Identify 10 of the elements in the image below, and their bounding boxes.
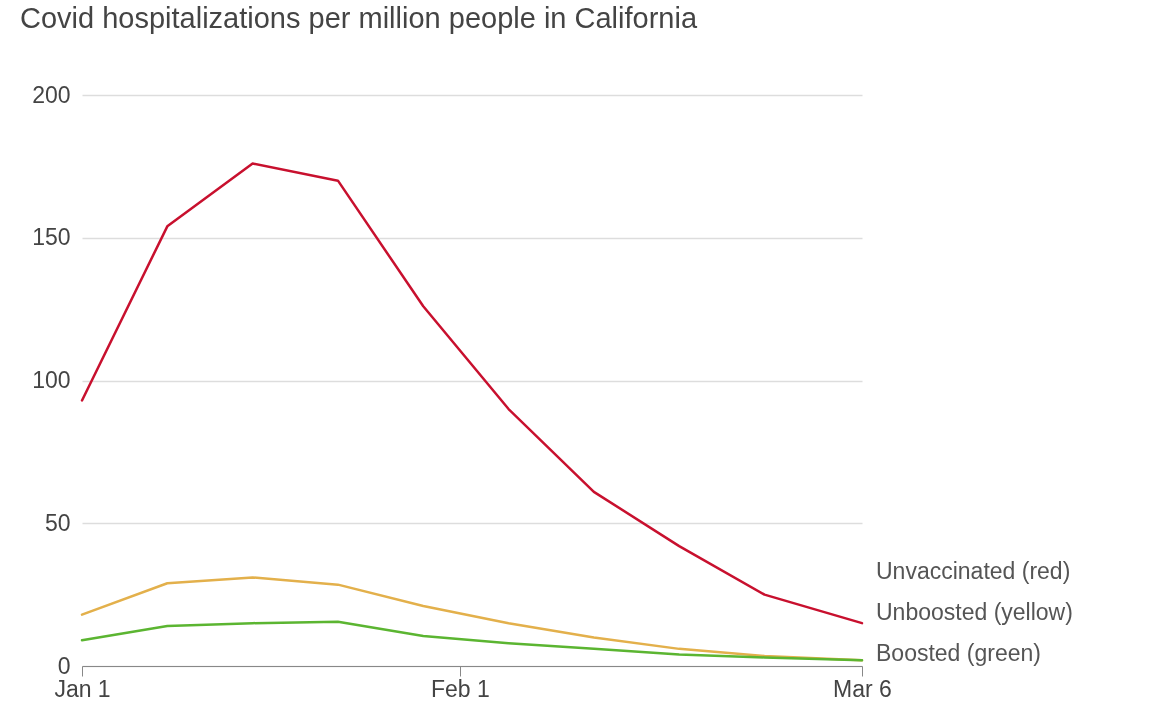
series-label: Unvaccinated (red) xyxy=(876,558,1071,584)
series-label: Unboosted (yellow) xyxy=(876,599,1073,625)
chart-title: Covid hospitalizations per million people in California xyxy=(20,2,698,34)
y-tick-label: 150 xyxy=(32,224,71,251)
y-tick-label: 100 xyxy=(32,367,71,393)
y-tick-label: 200 xyxy=(32,81,71,108)
series-label: Boosted (green) xyxy=(876,640,1041,666)
x-tick-label: Mar 6 xyxy=(833,675,892,702)
x-tick-label: Feb 1 xyxy=(430,675,490,702)
y-tick-label: 50 xyxy=(44,509,71,536)
